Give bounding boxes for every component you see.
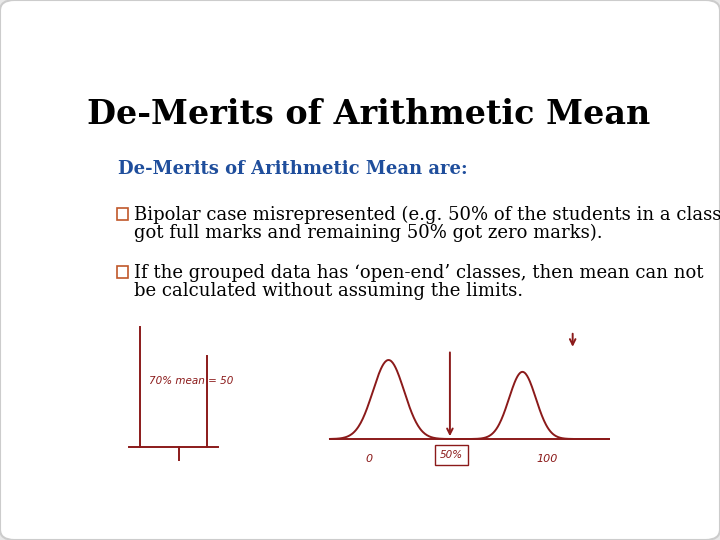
Text: 70% mean = 50: 70% mean = 50 — [148, 376, 233, 386]
FancyBboxPatch shape — [117, 266, 128, 278]
FancyBboxPatch shape — [435, 445, 468, 465]
Text: 0: 0 — [366, 454, 372, 463]
Text: got full marks and remaining 50% got zero marks).: got full marks and remaining 50% got zer… — [133, 224, 602, 242]
Text: 50%: 50% — [440, 450, 463, 460]
FancyBboxPatch shape — [117, 208, 128, 220]
Text: Bipolar case misrepresented (e.g. 50% of the students in a class: Bipolar case misrepresented (e.g. 50% of… — [133, 206, 720, 225]
Text: De-Merits of Arithmetic Mean: De-Merits of Arithmetic Mean — [87, 98, 651, 131]
Text: be calculated without assuming the limits.: be calculated without assuming the limit… — [133, 282, 523, 300]
Text: 100: 100 — [537, 454, 558, 463]
Text: De-Merits of Arithmetic Mean are:: De-Merits of Arithmetic Mean are: — [118, 160, 467, 178]
Text: If the grouped data has ‘open-end’ classes, then mean can not: If the grouped data has ‘open-end’ class… — [133, 265, 703, 282]
